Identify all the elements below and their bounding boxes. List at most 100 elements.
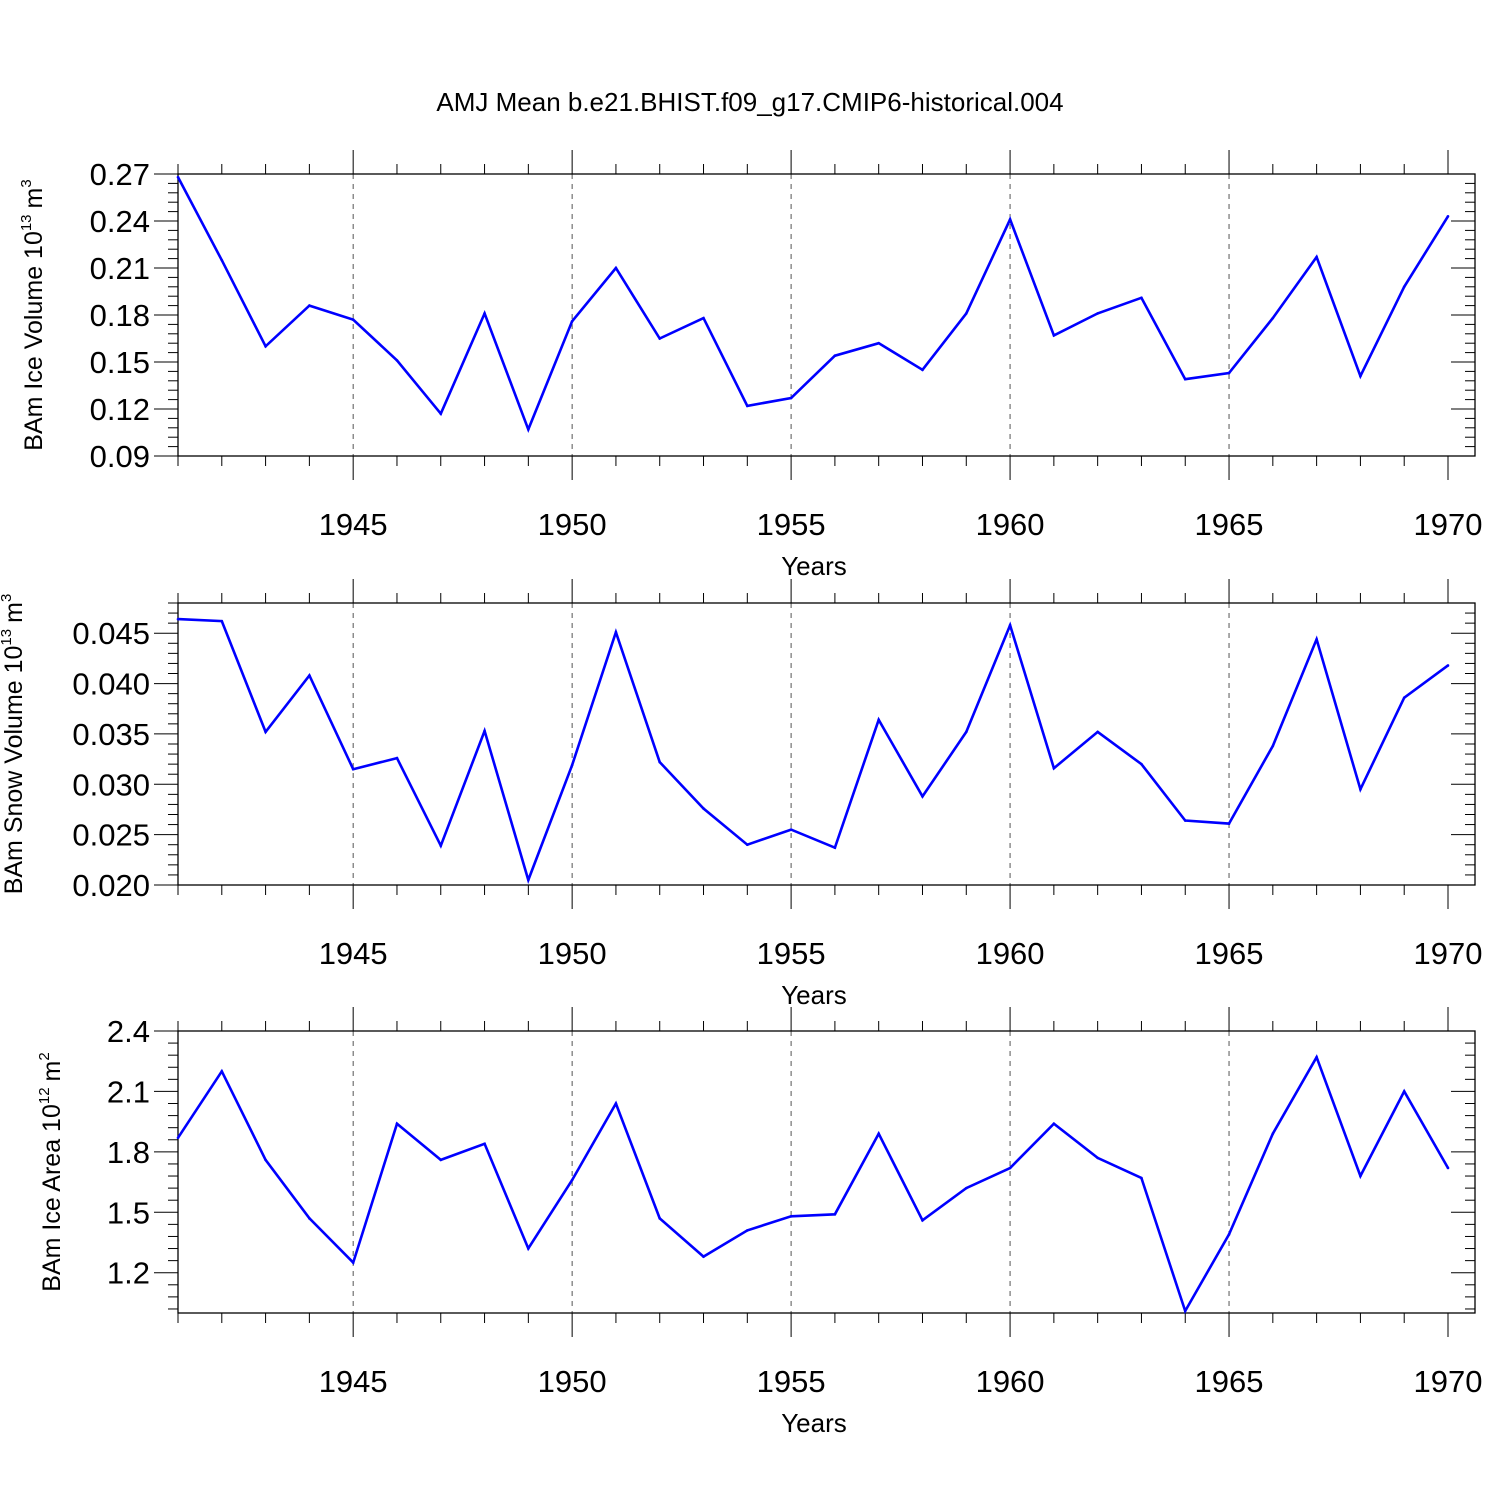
data-point: [351, 1261, 355, 1264]
data-point: [1008, 1166, 1012, 1170]
y-tick-label: 2.1: [107, 1074, 150, 1109]
series-line: [176, 1054, 1450, 1315]
data-point: [746, 404, 749, 408]
data-point: [527, 878, 530, 882]
data-point: [658, 1217, 662, 1220]
data-point: [877, 341, 880, 345]
data-point: [746, 843, 749, 847]
data-point: [702, 316, 705, 320]
y-axis-label: BAm Snow Volume 1013m3: [0, 594, 28, 895]
x-tick-label: 1955: [757, 1364, 826, 1399]
data-point: [1446, 215, 1450, 218]
data-point: [789, 828, 793, 831]
data-point: [1140, 762, 1143, 766]
x-tick-label: 1965: [1195, 936, 1264, 971]
x-tick-label: 1960: [976, 936, 1045, 971]
data-point: [220, 619, 224, 623]
data-point: [921, 1219, 924, 1222]
data-point: [220, 258, 224, 262]
y-tick-label: 1.5: [107, 1195, 150, 1230]
data-point: [395, 1122, 399, 1125]
data-point: [1140, 1176, 1143, 1180]
data-point: [1271, 744, 1275, 748]
data-point: [1402, 1090, 1406, 1093]
y-tick-label: 0.040: [72, 667, 150, 702]
y-axis-label: BAm Ice Volume 1013m3: [18, 179, 48, 450]
x-tick-label: 1970: [1414, 1364, 1483, 1399]
data-point: [789, 396, 793, 400]
data-point: [964, 1186, 968, 1190]
data-point: [789, 1215, 793, 1218]
series-line: [177, 617, 1449, 885]
data-point: [1359, 1174, 1362, 1178]
y-tick-label: 1.2: [107, 1256, 150, 1291]
data-point: [702, 807, 705, 810]
data-point: [483, 729, 486, 733]
x-tick-label: 1970: [1414, 936, 1483, 971]
x-tick-label: 1965: [1195, 1364, 1264, 1399]
y-tick-label: 0.020: [72, 868, 150, 903]
data-point: [1096, 312, 1099, 315]
plot-frame: [177, 602, 1476, 886]
data-point: [964, 312, 968, 315]
data-point: [746, 1229, 749, 1232]
data-point: [1183, 819, 1187, 822]
y-tick-label: 2.4: [107, 1014, 150, 1049]
chart-panel-3: 1.2 1.5 1.8 2.1 2.4 1945 1950 1955 1960 1965 1970 Y…: [36, 1007, 1482, 1438]
y-tick-label: 0.025: [72, 818, 150, 853]
x-tick-label: 1950: [538, 507, 607, 542]
series-line: [176, 176, 1450, 433]
data-point: [176, 617, 180, 621]
x-tick-label: 1955: [757, 936, 826, 971]
data-point: [921, 795, 924, 798]
data-point: [1227, 371, 1231, 375]
data-point: [658, 760, 662, 764]
data-point: [614, 630, 618, 634]
x-tick-label: 1945: [319, 507, 388, 542]
data-point: [1446, 1166, 1450, 1170]
data-point: [1183, 1309, 1187, 1313]
data-point: [570, 763, 574, 767]
data-point: [570, 1178, 574, 1182]
data-point: [1271, 1132, 1275, 1136]
x-tick-label: 1945: [319, 936, 388, 971]
x-tick-label: 1955: [757, 507, 826, 542]
data-point: [833, 846, 837, 850]
data-point: [483, 1142, 486, 1146]
data-point: [395, 756, 399, 760]
data-point: [833, 1213, 837, 1216]
x-tick-label: 1945: [319, 1364, 388, 1399]
x-axis-label: Years: [781, 551, 847, 581]
y-tick-label: 0.18: [90, 298, 150, 333]
data-point: [702, 1255, 705, 1258]
data-point: [1315, 1055, 1318, 1059]
data-point: [308, 304, 311, 307]
y-tick-label: 0.24: [90, 204, 150, 239]
y-tick-label: 0.21: [90, 251, 150, 286]
data-point: [1008, 218, 1012, 221]
x-tick-label: 1960: [976, 507, 1045, 542]
data-point: [1227, 822, 1231, 825]
data-point: [1140, 296, 1143, 300]
data-point: [1008, 623, 1012, 627]
chart-panel-2: 0.020 0.025 0.030 0.035 0.040 0.045 1945 1950 19…: [0, 579, 1482, 1010]
x-tick-label: 1950: [538, 1364, 607, 1399]
data-point: [1315, 637, 1318, 641]
data-point: [527, 1247, 530, 1250]
data-point: [1096, 1156, 1099, 1160]
data-point: [964, 730, 968, 734]
data-point: [308, 1217, 311, 1220]
data-point: [264, 345, 267, 348]
x-tick-label: 1950: [538, 936, 607, 971]
x-axis-label: Years: [781, 1408, 847, 1438]
data-point: [877, 718, 880, 722]
plot-frame: [177, 173, 1476, 457]
data-point: [614, 1102, 618, 1105]
data-point: [570, 319, 574, 323]
y-tick-label: 0.035: [72, 717, 150, 752]
data-point: [439, 1158, 443, 1162]
data-point: [1402, 285, 1406, 289]
data-point: [1052, 1122, 1056, 1125]
data-point: [395, 359, 399, 362]
